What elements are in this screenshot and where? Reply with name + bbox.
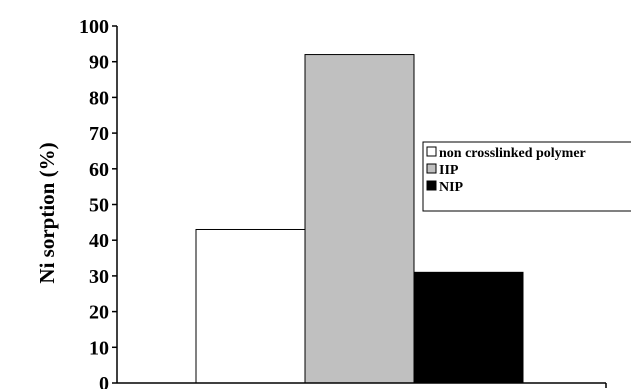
y-axis-title: Ni sorption (%) xyxy=(35,142,59,283)
y-tick-label: 90 xyxy=(89,52,109,74)
legend-items: non crosslinked polymer IIP NIP xyxy=(426,146,586,195)
y-axis-ticks: 0 10 20 30 40 50 60 70 80 90 100 xyxy=(79,16,607,389)
y-tick-label: 0 xyxy=(99,373,109,389)
legend-label: NIP xyxy=(439,180,464,195)
y-tick-label: 10 xyxy=(89,337,109,359)
y-tick-label: 60 xyxy=(89,159,109,181)
y-tick-label: 20 xyxy=(89,302,109,324)
bar-nip xyxy=(413,271,524,384)
legend: non crosslinked polymer IIP NIP xyxy=(422,141,631,212)
bars-layer xyxy=(195,54,524,384)
y-tick-label: 50 xyxy=(89,195,109,217)
legend-swatch xyxy=(426,146,437,157)
y-tick-label: 30 xyxy=(89,266,109,288)
legend-label: non crosslinked polymer xyxy=(439,146,586,161)
y-tick-label: 100 xyxy=(79,16,109,38)
y-tick-label: 70 xyxy=(89,123,109,145)
bar-non-crosslinked-polymer xyxy=(195,228,306,384)
legend-frame xyxy=(422,141,631,212)
bar-iip xyxy=(304,54,415,384)
y-tick-label: 40 xyxy=(89,230,109,252)
legend-swatch xyxy=(426,163,437,174)
y-tick-label: 80 xyxy=(89,87,109,109)
legend-label: IIP xyxy=(439,163,459,178)
legend-swatch xyxy=(426,180,437,191)
